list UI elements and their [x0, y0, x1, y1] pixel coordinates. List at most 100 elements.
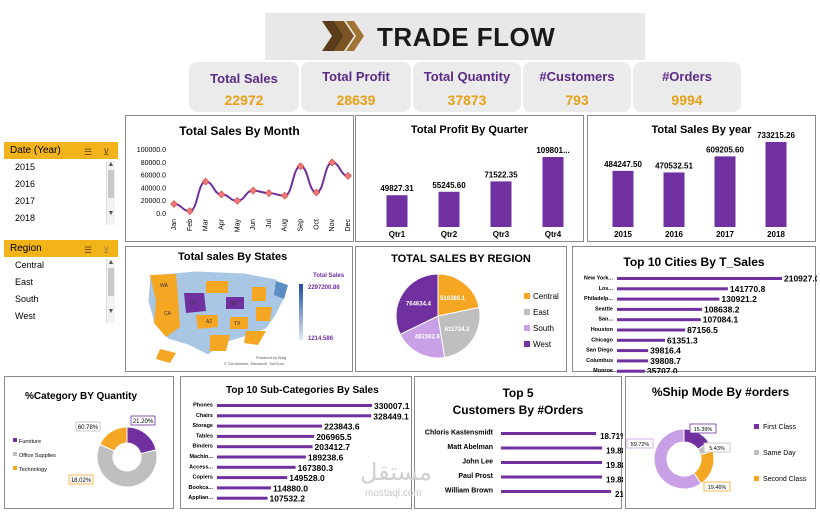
- pie-slice: [126, 426, 157, 455]
- kpi-orders: #Orders 9994: [633, 62, 741, 112]
- scroll-down-icon[interactable]: ▼: [107, 308, 115, 315]
- legend-label: Second Class: [763, 476, 807, 483]
- data-label: 328449.1: [373, 411, 409, 421]
- data-label: 19.88%: [606, 476, 623, 485]
- category-label: Tables: [196, 433, 213, 439]
- logo-chevrons-icon: [322, 21, 364, 51]
- bar: [217, 465, 296, 469]
- slicer-item[interactable]: West: [15, 311, 36, 321]
- app-title: TRADE FLOW: [377, 22, 556, 52]
- pie-slice: [395, 273, 439, 336]
- kpi-label: #Orders: [662, 69, 712, 84]
- label-box: [703, 442, 731, 453]
- category-label: Phones: [193, 403, 213, 409]
- data-point: [170, 200, 178, 208]
- x-tick-label: 2015: [614, 230, 632, 239]
- x-tick-label: Jan: [171, 219, 178, 230]
- data-label: 18.71%: [600, 432, 623, 441]
- data-label: 210927.0: [784, 274, 817, 284]
- clear-filter-icon[interactable]: ⊻: [103, 147, 110, 157]
- bar: [617, 369, 645, 373]
- x-tick-label: Apr: [218, 218, 225, 230]
- slicer-title: Date (Year): [10, 145, 61, 156]
- category-label: Chloris Kastensmidt: [425, 430, 494, 437]
- legend-label: East: [533, 308, 550, 317]
- pie-slice: [437, 273, 480, 317]
- category-label: Chairs: [196, 413, 213, 419]
- label-box: [626, 438, 654, 449]
- data-label: 59.72%: [631, 442, 650, 448]
- data-label: 189238.6: [308, 453, 344, 463]
- data-label: 55245.60: [432, 181, 466, 190]
- multi-select-icon[interactable]: ☰: [84, 245, 93, 255]
- chart-title: Top 10 Cities By T_Sales: [623, 255, 765, 269]
- data-label: 167380.3: [298, 463, 334, 473]
- bar: [714, 156, 736, 227]
- x-tick-label: Mar: [203, 218, 210, 231]
- data-label: 130921.2: [721, 294, 757, 304]
- legend-label: Technology: [19, 467, 47, 473]
- x-tick-label: 2018: [767, 230, 785, 239]
- slicer-item[interactable]: 2017: [15, 196, 36, 206]
- legend-label: First Class: [763, 424, 797, 431]
- x-tick-label: Dec: [345, 219, 352, 232]
- top-cities-chart: New York... 210927.0 Los... 141770.8 Philade…: [584, 274, 817, 374]
- slicer-item[interactable]: Central: [15, 260, 45, 270]
- category-label: Bookca...: [189, 485, 214, 491]
- legend-label: Furniture: [19, 439, 41, 445]
- label-box: [689, 423, 717, 434]
- slicer-scrollbar[interactable]: ▲ ▼: [106, 259, 115, 323]
- data-label: 61351.3: [667, 335, 698, 345]
- legend-label: South: [533, 324, 554, 333]
- category-by-quantity-card: %Category BY Quantity 21.20% Furniture 60.…: [4, 376, 174, 509]
- data-point: [249, 186, 257, 195]
- scroll-up-icon[interactable]: ▲: [107, 259, 115, 266]
- scroll-thumb[interactable]: [108, 170, 114, 198]
- data-label: 223843.6: [324, 422, 360, 432]
- data-label: 470532.51: [655, 161, 693, 170]
- data-label: 107084.1: [703, 315, 739, 325]
- chart-title: Total sales By States: [178, 251, 288, 263]
- slicer-title: Region: [10, 243, 42, 254]
- kpi-value: 37873: [447, 92, 487, 108]
- category-label: Columbus: [586, 358, 613, 364]
- data-label: 21.20%: [133, 419, 154, 425]
- data-label: 141770.8: [730, 284, 766, 294]
- map-shapes: [147, 270, 288, 363]
- slicer-item[interactable]: South: [15, 294, 39, 304]
- pie-slice: [99, 426, 128, 452]
- bar: [217, 486, 271, 490]
- scroll-down-icon[interactable]: ▼: [107, 210, 115, 217]
- scroll-up-icon[interactable]: ▲: [107, 161, 115, 168]
- category-by-quantity-chart: 21.20% Furniture 60.78% Office Supplies 18.0…: [13, 415, 158, 488]
- slicer-scrollbar[interactable]: ▲ ▼: [106, 161, 115, 225]
- clear-filter-icon[interactable]: ⊻: [103, 245, 110, 255]
- y-tick-label: 80000.0: [141, 160, 166, 167]
- sales-by-states-card: Total sales By States WA CA UT NE AZ TX Tota…: [125, 246, 353, 372]
- series-line: [173, 161, 349, 213]
- kpi-label: Total Quantity: [423, 69, 511, 84]
- scroll-thumb[interactable]: [108, 268, 114, 296]
- map-credit: Powered by Bing: [256, 355, 287, 360]
- data-label: 733215.26: [757, 131, 795, 140]
- slicer-item[interactable]: East: [15, 277, 34, 287]
- slicer-item[interactable]: 2015: [15, 162, 36, 172]
- slicer-item[interactable]: 2018: [15, 213, 36, 223]
- chart-title: Top 5: [502, 386, 534, 400]
- slicer-item[interactable]: 2016: [15, 179, 36, 189]
- multi-select-icon[interactable]: ☰: [84, 147, 93, 157]
- data-label: 60.78%: [78, 425, 99, 431]
- data-point: [201, 177, 210, 186]
- bar: [617, 338, 665, 342]
- kpi-value: 793: [565, 92, 589, 108]
- date-year-slicer: Date (Year) ☰ ⊻ ▲ ▼ 2015 2016 2017 2018: [4, 142, 118, 228]
- data-label: 19.88%: [606, 461, 623, 470]
- bar: [617, 297, 720, 301]
- chart-title: Total Sales By Month: [179, 124, 300, 138]
- x-tick-label: Jun: [250, 219, 257, 230]
- kpi-total-quantity: Total Quantity 37873: [413, 62, 521, 112]
- profit-by-quarter-chart: 49827.31 Qtr1 55245.60 Qtr2 71522.35 Qtr3 1098…: [380, 146, 569, 239]
- category-label: Storage: [193, 423, 213, 429]
- x-tick-label: Sep: [298, 219, 305, 232]
- category-label: Chicago: [591, 337, 613, 343]
